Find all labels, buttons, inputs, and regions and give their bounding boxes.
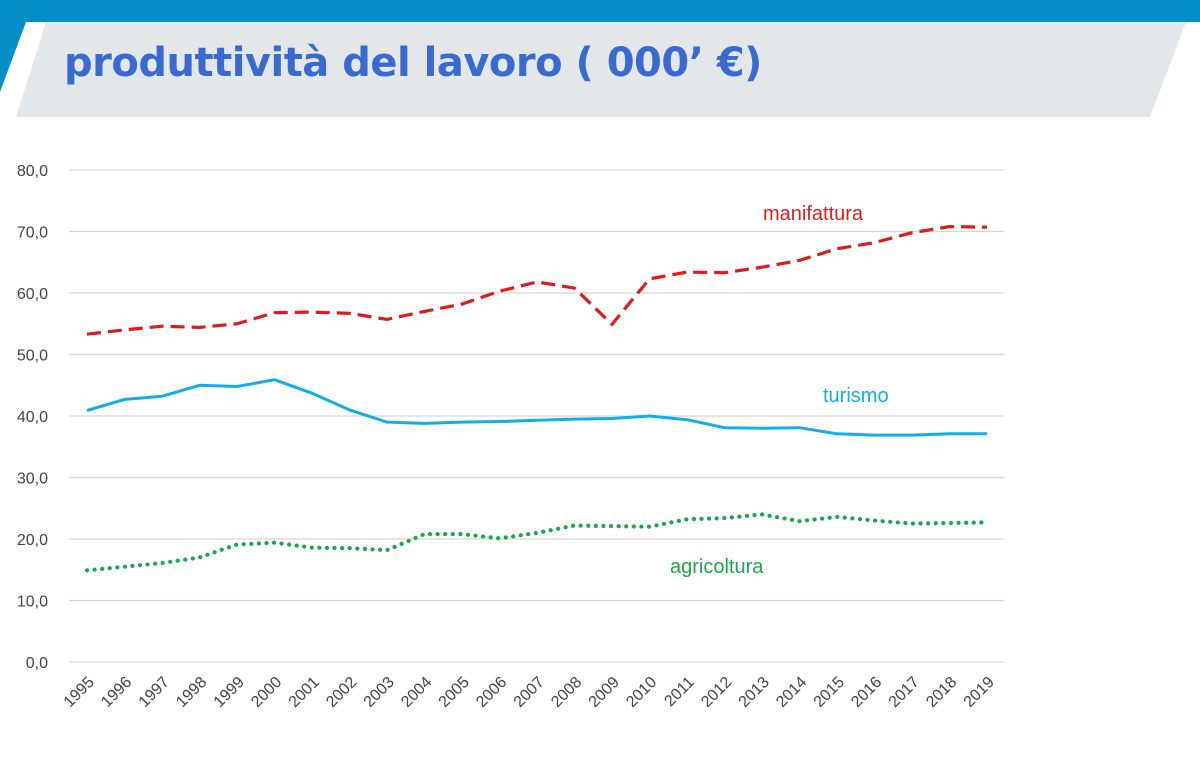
x-tick-label: 2012 (698, 674, 735, 711)
y-tick-label: 80,0 (17, 163, 48, 180)
x-tick-label: 2019 (961, 674, 998, 711)
x-tick-label: 2006 (473, 674, 510, 711)
x-tick-label: 2003 (361, 674, 398, 711)
header-accent-bar-fill (0, 0, 1200, 22)
title-banner-shape (16, 22, 1186, 117)
y-tick-label: 30,0 (17, 471, 48, 488)
y-tick-label: 10,0 (17, 594, 48, 611)
x-tick-label: 1998 (173, 674, 210, 711)
x-tick-label: 2008 (548, 674, 585, 711)
y-tick-label: 40,0 (17, 409, 48, 426)
series-line-turismo (86, 378, 987, 437)
series-line-manifattura (86, 225, 988, 336)
x-tick-label: 2017 (886, 674, 923, 711)
x-tick-label: 1996 (98, 674, 135, 711)
y-tick-label: 0,0 (26, 655, 48, 672)
x-tick-label: 2013 (736, 674, 773, 711)
x-tick-label: 2011 (661, 674, 697, 710)
title-banner (0, 22, 1186, 117)
x-tick-label: 2009 (586, 674, 623, 711)
x-tick-label: 1995 (61, 674, 98, 711)
x-tick-label: 2010 (623, 674, 660, 711)
x-tick-label: 2004 (398, 674, 435, 711)
x-tick-label: 2014 (773, 674, 810, 711)
header-accent-bar (0, 0, 1200, 22)
x-tick-label: 2000 (248, 674, 285, 711)
x-tick-label: 2016 (848, 674, 885, 711)
x-tick-label: 1999 (211, 674, 248, 711)
x-tick-label: 1997 (136, 674, 173, 711)
title-banner-left-accent (0, 22, 26, 92)
series-label-manifattura: manifattura (763, 203, 864, 225)
y-tick-label: 60,0 (17, 286, 48, 303)
series-label-agricoltura: agricoltura (670, 556, 764, 578)
x-tick-label: 2002 (323, 674, 360, 711)
x-tick-label: 2007 (511, 674, 548, 711)
page-title: produttività del lavoro ( 000’ €) (64, 40, 762, 86)
x-tick-label: 2018 (923, 674, 960, 711)
y-tick-label: 50,0 (17, 348, 48, 365)
series-line-agricoltura (84, 512, 990, 573)
x-tick-label: 2015 (811, 674, 848, 711)
y-tick-label: 20,0 (17, 532, 48, 549)
series-label-turismo: turismo (823, 385, 889, 407)
y-tick-label: 70,0 (17, 225, 48, 242)
x-tick-label: 2001 (286, 674, 323, 711)
x-tick-label: 2005 (436, 674, 473, 711)
